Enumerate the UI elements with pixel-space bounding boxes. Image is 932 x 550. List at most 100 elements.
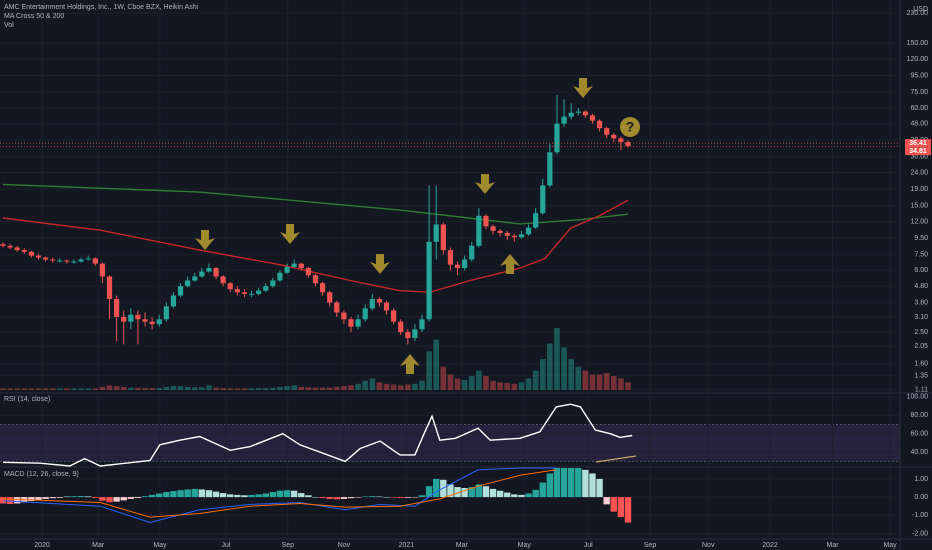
volume-bar bbox=[447, 374, 454, 390]
macd-histogram-bar bbox=[191, 488, 198, 498]
candle-body bbox=[426, 241, 432, 320]
x-tick-label: Nov bbox=[338, 542, 351, 549]
candle-body bbox=[462, 259, 468, 269]
y-tick-label: 9.50 bbox=[914, 235, 928, 242]
candle-body bbox=[121, 316, 127, 322]
y-tick-label: 120.00 bbox=[907, 56, 929, 63]
volume-bar bbox=[142, 388, 148, 390]
macd-histogram-bar bbox=[56, 497, 64, 498]
macd-histogram-bar bbox=[298, 493, 305, 498]
macd-histogram-bar bbox=[134, 497, 142, 498]
volume-bar bbox=[277, 386, 283, 390]
candle-body bbox=[319, 283, 326, 293]
macd-histogram-bar bbox=[425, 486, 433, 498]
volume-bar bbox=[99, 386, 106, 390]
volume-bar bbox=[369, 378, 376, 390]
candle-body bbox=[540, 185, 546, 214]
volume-bar bbox=[476, 370, 482, 390]
candle-body bbox=[291, 263, 297, 267]
price-tag bbox=[905, 139, 931, 148]
volume-bar bbox=[483, 376, 489, 390]
macd-histogram-bar bbox=[482, 486, 490, 498]
macd-histogram-bar bbox=[567, 468, 575, 498]
macd-histogram-bar bbox=[411, 497, 419, 498]
x-tick-label: Mar bbox=[92, 542, 105, 549]
y-tick-label: 0.00 bbox=[914, 494, 928, 501]
x-tick-label: Sep bbox=[644, 542, 657, 549]
candle-body bbox=[256, 290, 262, 294]
volume-bar bbox=[42, 388, 49, 390]
arrow bbox=[400, 354, 420, 374]
volume-bar bbox=[49, 388, 56, 390]
macd-histogram-bar bbox=[390, 497, 397, 498]
candle-body bbox=[369, 298, 375, 309]
volume-bar bbox=[284, 386, 290, 390]
macd-histogram-bar bbox=[546, 473, 554, 498]
macd-histogram-bar bbox=[28, 497, 35, 502]
volume-bar bbox=[291, 385, 297, 390]
candle-body bbox=[35, 255, 42, 258]
x-tick-label: May bbox=[518, 542, 532, 549]
candle-body bbox=[419, 319, 425, 330]
candle-body bbox=[78, 259, 84, 262]
candle-body bbox=[156, 319, 162, 325]
volume-bar bbox=[120, 386, 127, 390]
volume-bar bbox=[305, 387, 312, 390]
volume-bar bbox=[14, 388, 20, 390]
macd-histogram-bar bbox=[461, 488, 468, 498]
candle-body bbox=[99, 263, 106, 277]
macd-histogram-bar bbox=[42, 497, 49, 499]
macd-histogram-bar bbox=[496, 490, 504, 498]
candle-body bbox=[518, 234, 525, 238]
volume-bar bbox=[71, 388, 77, 390]
candle-body bbox=[355, 319, 361, 327]
x-tick-label: Sep bbox=[282, 542, 295, 549]
volume-bar bbox=[454, 378, 461, 390]
volume-bar bbox=[603, 372, 610, 390]
macd-histogram-bar bbox=[596, 478, 603, 498]
candle-body bbox=[447, 250, 454, 265]
unit-label: USD bbox=[913, 6, 928, 13]
candle-body bbox=[234, 289, 240, 293]
volume-bar bbox=[582, 370, 589, 390]
volume-bar bbox=[596, 374, 603, 390]
trend-line bbox=[595, 455, 637, 463]
macd-histogram-bar bbox=[113, 497, 120, 502]
volume-bar bbox=[298, 386, 305, 390]
candle-body bbox=[241, 292, 248, 294]
macd-histogram-bar bbox=[205, 490, 213, 498]
volume-bar bbox=[525, 378, 532, 390]
macd-histogram-bar bbox=[418, 495, 426, 498]
macd-histogram-bar bbox=[539, 482, 546, 498]
macd-histogram-bar bbox=[198, 489, 206, 498]
y-tick-label: 80.00 bbox=[910, 412, 928, 419]
macd-histogram-bar bbox=[447, 484, 454, 498]
y-tick-label: 2.05 bbox=[914, 343, 928, 350]
macd-histogram-bar bbox=[532, 489, 539, 498]
candle-body bbox=[192, 276, 198, 281]
rsi-title: RSI (14, close) bbox=[4, 396, 50, 403]
volume-bar bbox=[554, 328, 560, 390]
candle-body bbox=[476, 215, 482, 246]
macd-histogram-bar bbox=[575, 468, 582, 498]
candle-body bbox=[504, 232, 510, 236]
macd-histogram-bar bbox=[99, 497, 106, 501]
arrow bbox=[370, 254, 390, 274]
volume-bar bbox=[461, 379, 468, 390]
volume-bar bbox=[468, 376, 475, 390]
candle-body bbox=[284, 266, 290, 273]
macd-histogram-bar bbox=[70, 496, 78, 498]
macd-histogram-bar bbox=[454, 487, 461, 498]
volume-bar bbox=[0, 388, 6, 390]
y-tick-label: -2.00 bbox=[912, 530, 928, 537]
candle-body bbox=[263, 286, 269, 291]
macd-histogram-bar bbox=[582, 469, 589, 498]
candle-body bbox=[391, 310, 397, 322]
volume-bar bbox=[397, 385, 404, 390]
volume-bar bbox=[149, 388, 155, 390]
candle-body bbox=[398, 321, 404, 333]
candle-body bbox=[533, 213, 539, 228]
macd-histogram-bar bbox=[290, 490, 298, 498]
macd-histogram-bar bbox=[361, 496, 369, 498]
y-tick-label: 48.00 bbox=[910, 121, 928, 128]
